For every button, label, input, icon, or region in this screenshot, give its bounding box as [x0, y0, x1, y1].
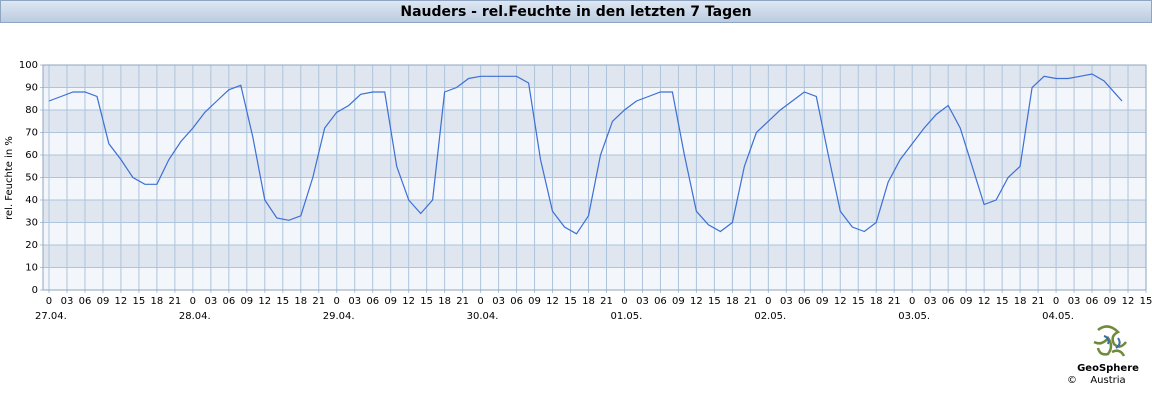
x-tick-label: 03	[61, 296, 74, 307]
chart-title: Nauders - rel.Feuchte in den letzten 7 T…	[400, 4, 751, 20]
x-tick-label: 0	[1053, 296, 1059, 307]
y-tick-label: 30	[25, 218, 38, 229]
x-tick-label: 03	[924, 296, 937, 307]
date-label: 29.04.	[323, 311, 355, 322]
y-tick-label: 20	[25, 240, 38, 251]
x-tick-label: 09	[816, 296, 829, 307]
x-tick-label: 18	[294, 296, 307, 307]
logo-icon	[1093, 325, 1127, 357]
band	[43, 200, 1146, 223]
date-label: 28.04.	[179, 311, 211, 322]
y-tick-label: 0	[32, 285, 38, 296]
x-tick-label: 15	[276, 296, 289, 307]
x-tick-label: 06	[798, 296, 811, 307]
x-tick-label: 21	[456, 296, 469, 307]
x-tick-label: 12	[115, 296, 128, 307]
logo	[1093, 325, 1127, 357]
x-tick-label: 03	[348, 296, 361, 307]
y-tick-label: 90	[25, 83, 38, 94]
y-tick-label: 40	[25, 195, 38, 206]
x-tick-label: 15	[708, 296, 721, 307]
date-label: 03.05.	[898, 311, 930, 322]
y-axis-label: rel. Feuchte in %	[4, 136, 15, 220]
y-tick-label: 100	[19, 60, 38, 71]
x-tick-label: 15	[852, 296, 865, 307]
x-tick-label: 03	[1068, 296, 1081, 307]
x-tick-label: 03	[204, 296, 217, 307]
x-tick-label: 18	[151, 296, 164, 307]
x-tick-label: 0	[765, 296, 771, 307]
x-tick-label: 09	[672, 296, 685, 307]
x-tick-label: 15	[564, 296, 577, 307]
x-tick-label: 18	[438, 296, 451, 307]
x-tick-label: 0	[621, 296, 627, 307]
y-tick-label: 10	[25, 263, 38, 274]
data-line	[48, 73, 1123, 235]
x-tick-label: 03	[780, 296, 793, 307]
x-tick-label: 09	[1104, 296, 1117, 307]
band	[43, 65, 1146, 88]
x-tick-label: 18	[1014, 296, 1027, 307]
x-tick-label: 15	[420, 296, 433, 307]
x-tick-label: 18	[582, 296, 595, 307]
x-tick-label: 12	[1122, 296, 1135, 307]
x-tick-label: 21	[1032, 296, 1045, 307]
band	[43, 245, 1146, 268]
x-tick-label: 0	[46, 296, 52, 307]
y-tick-label: 60	[25, 150, 38, 161]
date-label: 04.05.	[1042, 311, 1074, 322]
x-tick-label: 09	[384, 296, 397, 307]
x-tick-label: 21	[312, 296, 325, 307]
date-label: 02.05.	[754, 311, 786, 322]
x-tick-label: 03	[636, 296, 649, 307]
y-tick-label: 80	[25, 105, 38, 116]
logo-icon	[1103, 335, 1121, 349]
date-label: 27.04.	[35, 311, 67, 322]
x-tick-label: 06	[510, 296, 523, 307]
x-tick-label: 09	[528, 296, 541, 307]
band	[43, 155, 1146, 178]
x-tick-label: 12	[402, 296, 415, 307]
x-tick-label: 12	[978, 296, 991, 307]
x-tick-label: 0	[190, 296, 196, 307]
x-tick-label: 18	[726, 296, 739, 307]
plot-border	[42, 64, 1147, 291]
x-tick-label: 15	[1140, 296, 1152, 307]
x-tick-label: 18	[870, 296, 883, 307]
y-tick-label: 70	[25, 128, 38, 139]
x-tick-label: 06	[942, 296, 955, 307]
x-tick-label: 0	[909, 296, 915, 307]
x-tick-label: 09	[240, 296, 253, 307]
y-tick-label: 50	[25, 173, 38, 184]
date-label: 30.04.	[467, 311, 499, 322]
x-tick-label: 09	[960, 296, 973, 307]
x-tick-label: 15	[996, 296, 1009, 307]
x-tick-label: 12	[546, 296, 559, 307]
x-tick-label: 12	[690, 296, 703, 307]
x-tick-label: 21	[744, 296, 757, 307]
x-tick-label: 21	[169, 296, 182, 307]
x-tick-label: 06	[79, 296, 92, 307]
copyright: ©	[1067, 375, 1077, 386]
logo-name: GeoSphere	[1077, 363, 1139, 374]
x-tick-label: 12	[834, 296, 847, 307]
x-tick-label: 06	[654, 296, 667, 307]
x-tick-label: 12	[258, 296, 271, 307]
x-tick-label: 06	[1086, 296, 1099, 307]
x-tick-label: 06	[366, 296, 379, 307]
logo-sub: Austria	[1090, 375, 1125, 386]
x-tick-label: 09	[97, 296, 110, 307]
band	[43, 110, 1146, 133]
x-tick-label: 15	[133, 296, 146, 307]
x-tick-label: 21	[888, 296, 901, 307]
x-tick-label: 21	[600, 296, 613, 307]
x-tick-label: 0	[477, 296, 483, 307]
date-label: 01.05.	[610, 311, 642, 322]
x-tick-label: 06	[222, 296, 235, 307]
x-tick-label: 03	[492, 296, 505, 307]
x-tick-label: 0	[334, 296, 340, 307]
